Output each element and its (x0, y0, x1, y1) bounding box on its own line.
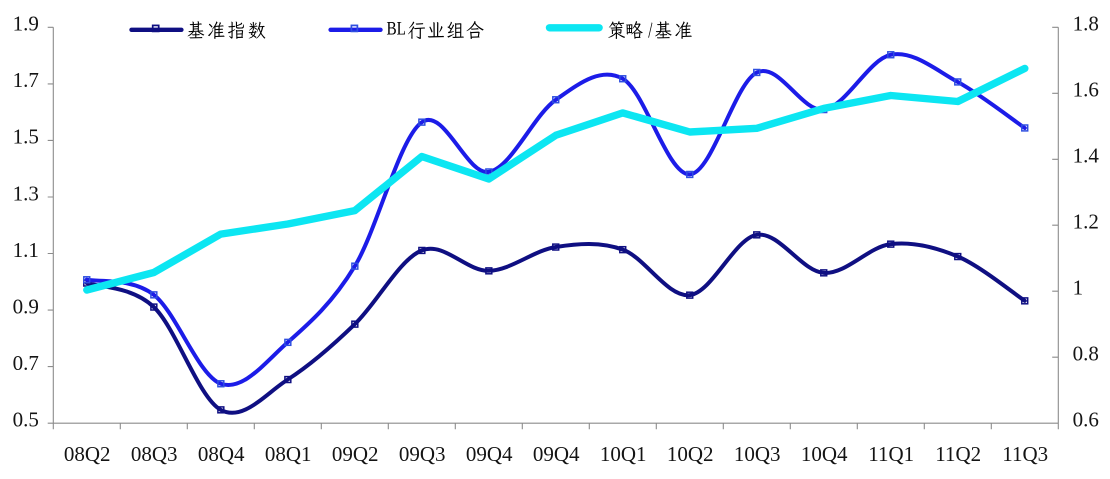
svg-text:10Q4: 10Q4 (801, 442, 848, 466)
svg-text:0.9: 0.9 (13, 294, 39, 318)
svg-text:1.1: 1.1 (13, 238, 39, 262)
svg-text:0.7: 0.7 (13, 351, 39, 375)
svg-text:1.2: 1.2 (1073, 210, 1099, 234)
svg-text:09Q2: 09Q2 (332, 442, 379, 466)
svg-text:11Q3: 11Q3 (1002, 442, 1048, 466)
svg-text:0.5: 0.5 (13, 408, 39, 432)
svg-text:08Q4: 08Q4 (198, 442, 245, 466)
svg-text:11Q2: 11Q2 (935, 442, 981, 466)
svg-text:0.6: 0.6 (1073, 408, 1099, 432)
svg-text:08Q1: 08Q1 (265, 442, 312, 466)
svg-text:10Q2: 10Q2 (667, 442, 714, 466)
svg-text:11Q1: 11Q1 (868, 442, 914, 466)
svg-text:1.5: 1.5 (13, 125, 39, 149)
svg-text:1: 1 (1073, 276, 1084, 300)
svg-text:09Q4: 09Q4 (533, 442, 580, 466)
svg-text:0.8: 0.8 (1073, 342, 1099, 366)
svg-text:1.3: 1.3 (13, 181, 39, 205)
svg-text:1.7: 1.7 (13, 68, 39, 92)
svg-text:08Q2: 08Q2 (64, 442, 111, 466)
svg-text:10Q3: 10Q3 (734, 442, 781, 466)
svg-text:09Q4: 09Q4 (466, 442, 513, 466)
svg-text:1.9: 1.9 (13, 12, 39, 36)
svg-text:1.4: 1.4 (1073, 144, 1100, 168)
svg-text:BL: BL (387, 18, 407, 39)
svg-text:1.8: 1.8 (1073, 12, 1099, 36)
svg-text:10Q1: 10Q1 (600, 442, 647, 466)
svg-text:08Q3: 08Q3 (131, 442, 178, 466)
svg-text:1.6: 1.6 (1073, 78, 1099, 102)
svg-text:09Q3: 09Q3 (399, 442, 446, 466)
